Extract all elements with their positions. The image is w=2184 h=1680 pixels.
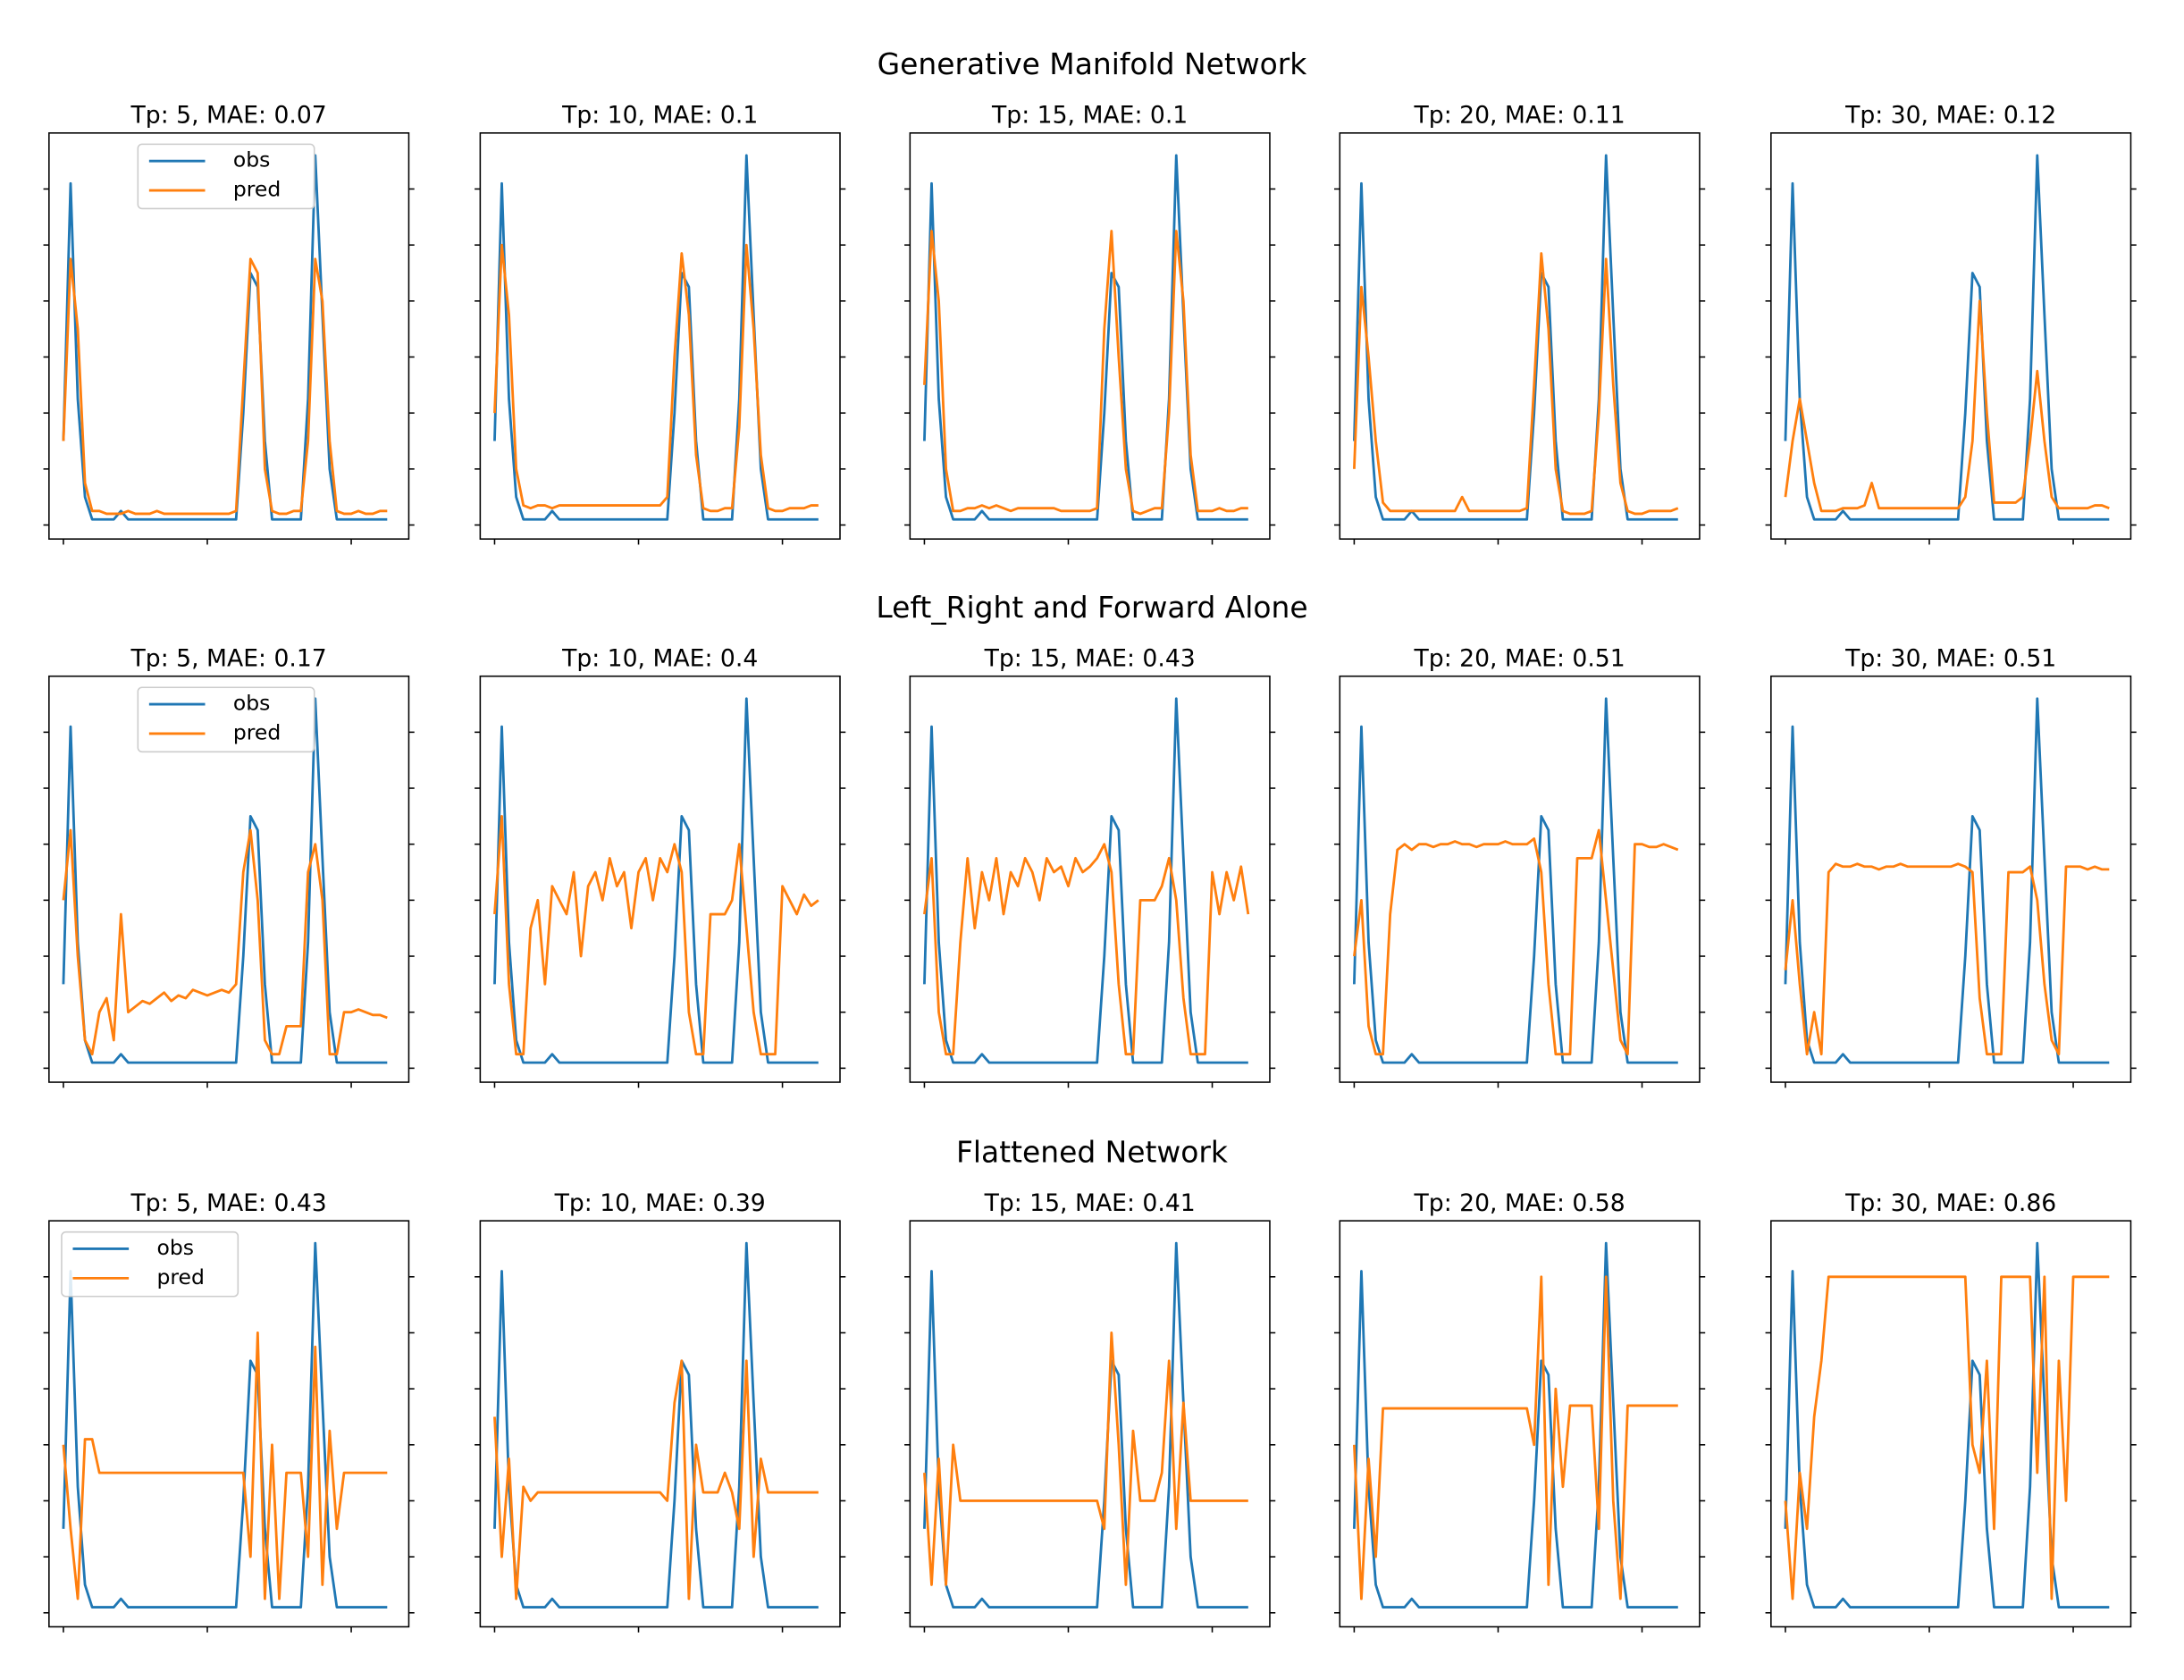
- series-line: [1352, 252, 1679, 516]
- subplot: Tp: 5, MAE: 0.43 obs pred: [43, 1189, 415, 1633]
- axes-frame: [909, 1220, 1271, 1628]
- subplot-title: Tp: 10, MAE: 0.39: [554, 1189, 766, 1217]
- axes-frame: [1339, 1220, 1701, 1628]
- series-line: [1352, 154, 1678, 521]
- axes-frame: [909, 675, 1271, 1083]
- axes-frame: [909, 132, 1271, 540]
- series-line: [923, 1241, 1248, 1609]
- subplot-title: Tp: 30, MAE: 0.86: [1844, 1189, 2056, 1217]
- subplot: Tp: 30, MAE: 0.51: [1765, 644, 2137, 1088]
- subplot: Tp: 5, MAE: 0.07 obs pred: [43, 102, 415, 545]
- series-line: [1784, 697, 2110, 1064]
- legend-label: pred: [233, 719, 281, 744]
- legend-label: pred: [233, 177, 281, 202]
- series-line: [1784, 1275, 2110, 1600]
- axes-frame: [479, 132, 841, 540]
- subplot: Tp: 30, MAE: 0.86: [1765, 1189, 2137, 1633]
- axes-frame: [48, 675, 410, 1083]
- series-line: [1784, 154, 2110, 521]
- legend-label: pred: [156, 1264, 204, 1289]
- subplot-title: Tp: 30, MAE: 0.12: [1844, 102, 2056, 130]
- subplot-title: Tp: 10, MAE: 0.1: [561, 102, 758, 130]
- series-line: [1352, 697, 1678, 1064]
- series-line: [1784, 862, 2110, 1056]
- legend-label: obs: [233, 147, 271, 172]
- section-title: Left_Right and Forward Alone: [876, 590, 1307, 625]
- subplot: Tp: 15, MAE: 0.41: [904, 1189, 1276, 1633]
- legend-label: obs: [156, 1235, 194, 1260]
- subplot: Tp: 20, MAE: 0.51: [1334, 644, 1706, 1088]
- subplot-title: Tp: 15, MAE: 0.41: [984, 1189, 1196, 1217]
- subplot-title: Tp: 5, MAE: 0.43: [130, 1189, 327, 1217]
- series-line: [493, 1359, 819, 1600]
- legend-box: [61, 1231, 239, 1298]
- axes-frame: [1770, 132, 2132, 540]
- series-line: [493, 814, 819, 1056]
- legend-box: [137, 143, 315, 210]
- series-line: [493, 1241, 819, 1609]
- subplot: Tp: 5, MAE: 0.17 obs pred: [43, 644, 415, 1088]
- series-line: [923, 843, 1250, 1056]
- series-line: [1352, 1241, 1678, 1609]
- subplot: Tp: 15, MAE: 0.43: [904, 644, 1276, 1088]
- series-line: [493, 243, 819, 513]
- axes-frame: [479, 675, 841, 1083]
- series-line: [923, 697, 1248, 1064]
- series-line: [1784, 299, 2110, 513]
- section-title: Generative Manifold Network: [878, 46, 1307, 81]
- subplot-title: Tp: 15, MAE: 0.1: [991, 102, 1188, 130]
- series-line: [62, 1331, 388, 1600]
- legend-label: obs: [233, 691, 271, 716]
- subplot-title: Tp: 10, MAE: 0.4: [561, 644, 758, 672]
- series-line: [923, 154, 1248, 521]
- series-line: [62, 697, 388, 1064]
- series-line: [62, 154, 388, 521]
- axes-frame: [1339, 132, 1701, 540]
- axes-frame: [1339, 675, 1701, 1083]
- axes-frame: [48, 1220, 410, 1628]
- subplot: Tp: 10, MAE: 0.4: [475, 644, 846, 1088]
- axes-frame: [1770, 675, 2132, 1083]
- axes-frame: [48, 132, 410, 540]
- series-line: [62, 1241, 388, 1609]
- axes-frame: [1770, 1220, 2132, 1628]
- series-line: [923, 1331, 1248, 1586]
- subplot: Tp: 10, MAE: 0.39: [475, 1189, 846, 1633]
- series-line: [493, 697, 819, 1064]
- series-line: [493, 154, 819, 521]
- subplot-title: Tp: 30, MAE: 0.51: [1844, 644, 2056, 672]
- subplot: Tp: 30, MAE: 0.12: [1765, 102, 2137, 545]
- series-line: [62, 257, 388, 516]
- axes-frame: [479, 1220, 841, 1628]
- series-line: [923, 230, 1248, 516]
- section-title: Flattened Network: [956, 1134, 1228, 1169]
- series-line: [1352, 1275, 1678, 1600]
- subplot: Tp: 20, MAE: 0.11: [1334, 102, 1706, 545]
- subplot-title: Tp: 15, MAE: 0.43: [984, 644, 1196, 672]
- subplot-title: Tp: 20, MAE: 0.51: [1414, 644, 1625, 672]
- subplot-title: Tp: 5, MAE: 0.17: [130, 644, 327, 672]
- series-line: [1353, 828, 1679, 1056]
- subplot-title: Tp: 5, MAE: 0.07: [130, 102, 327, 130]
- subplot: Tp: 15, MAE: 0.1: [904, 102, 1276, 545]
- series-line: [1784, 1241, 2110, 1609]
- series-line: [62, 828, 388, 1056]
- subplot-title: Tp: 20, MAE: 0.11: [1414, 102, 1625, 130]
- subplot-title: Tp: 20, MAE: 0.58: [1414, 1189, 1625, 1217]
- subplot: Tp: 20, MAE: 0.58: [1334, 1189, 1706, 1633]
- legend-box: [137, 686, 315, 753]
- subplot: Tp: 10, MAE: 0.1: [475, 102, 846, 545]
